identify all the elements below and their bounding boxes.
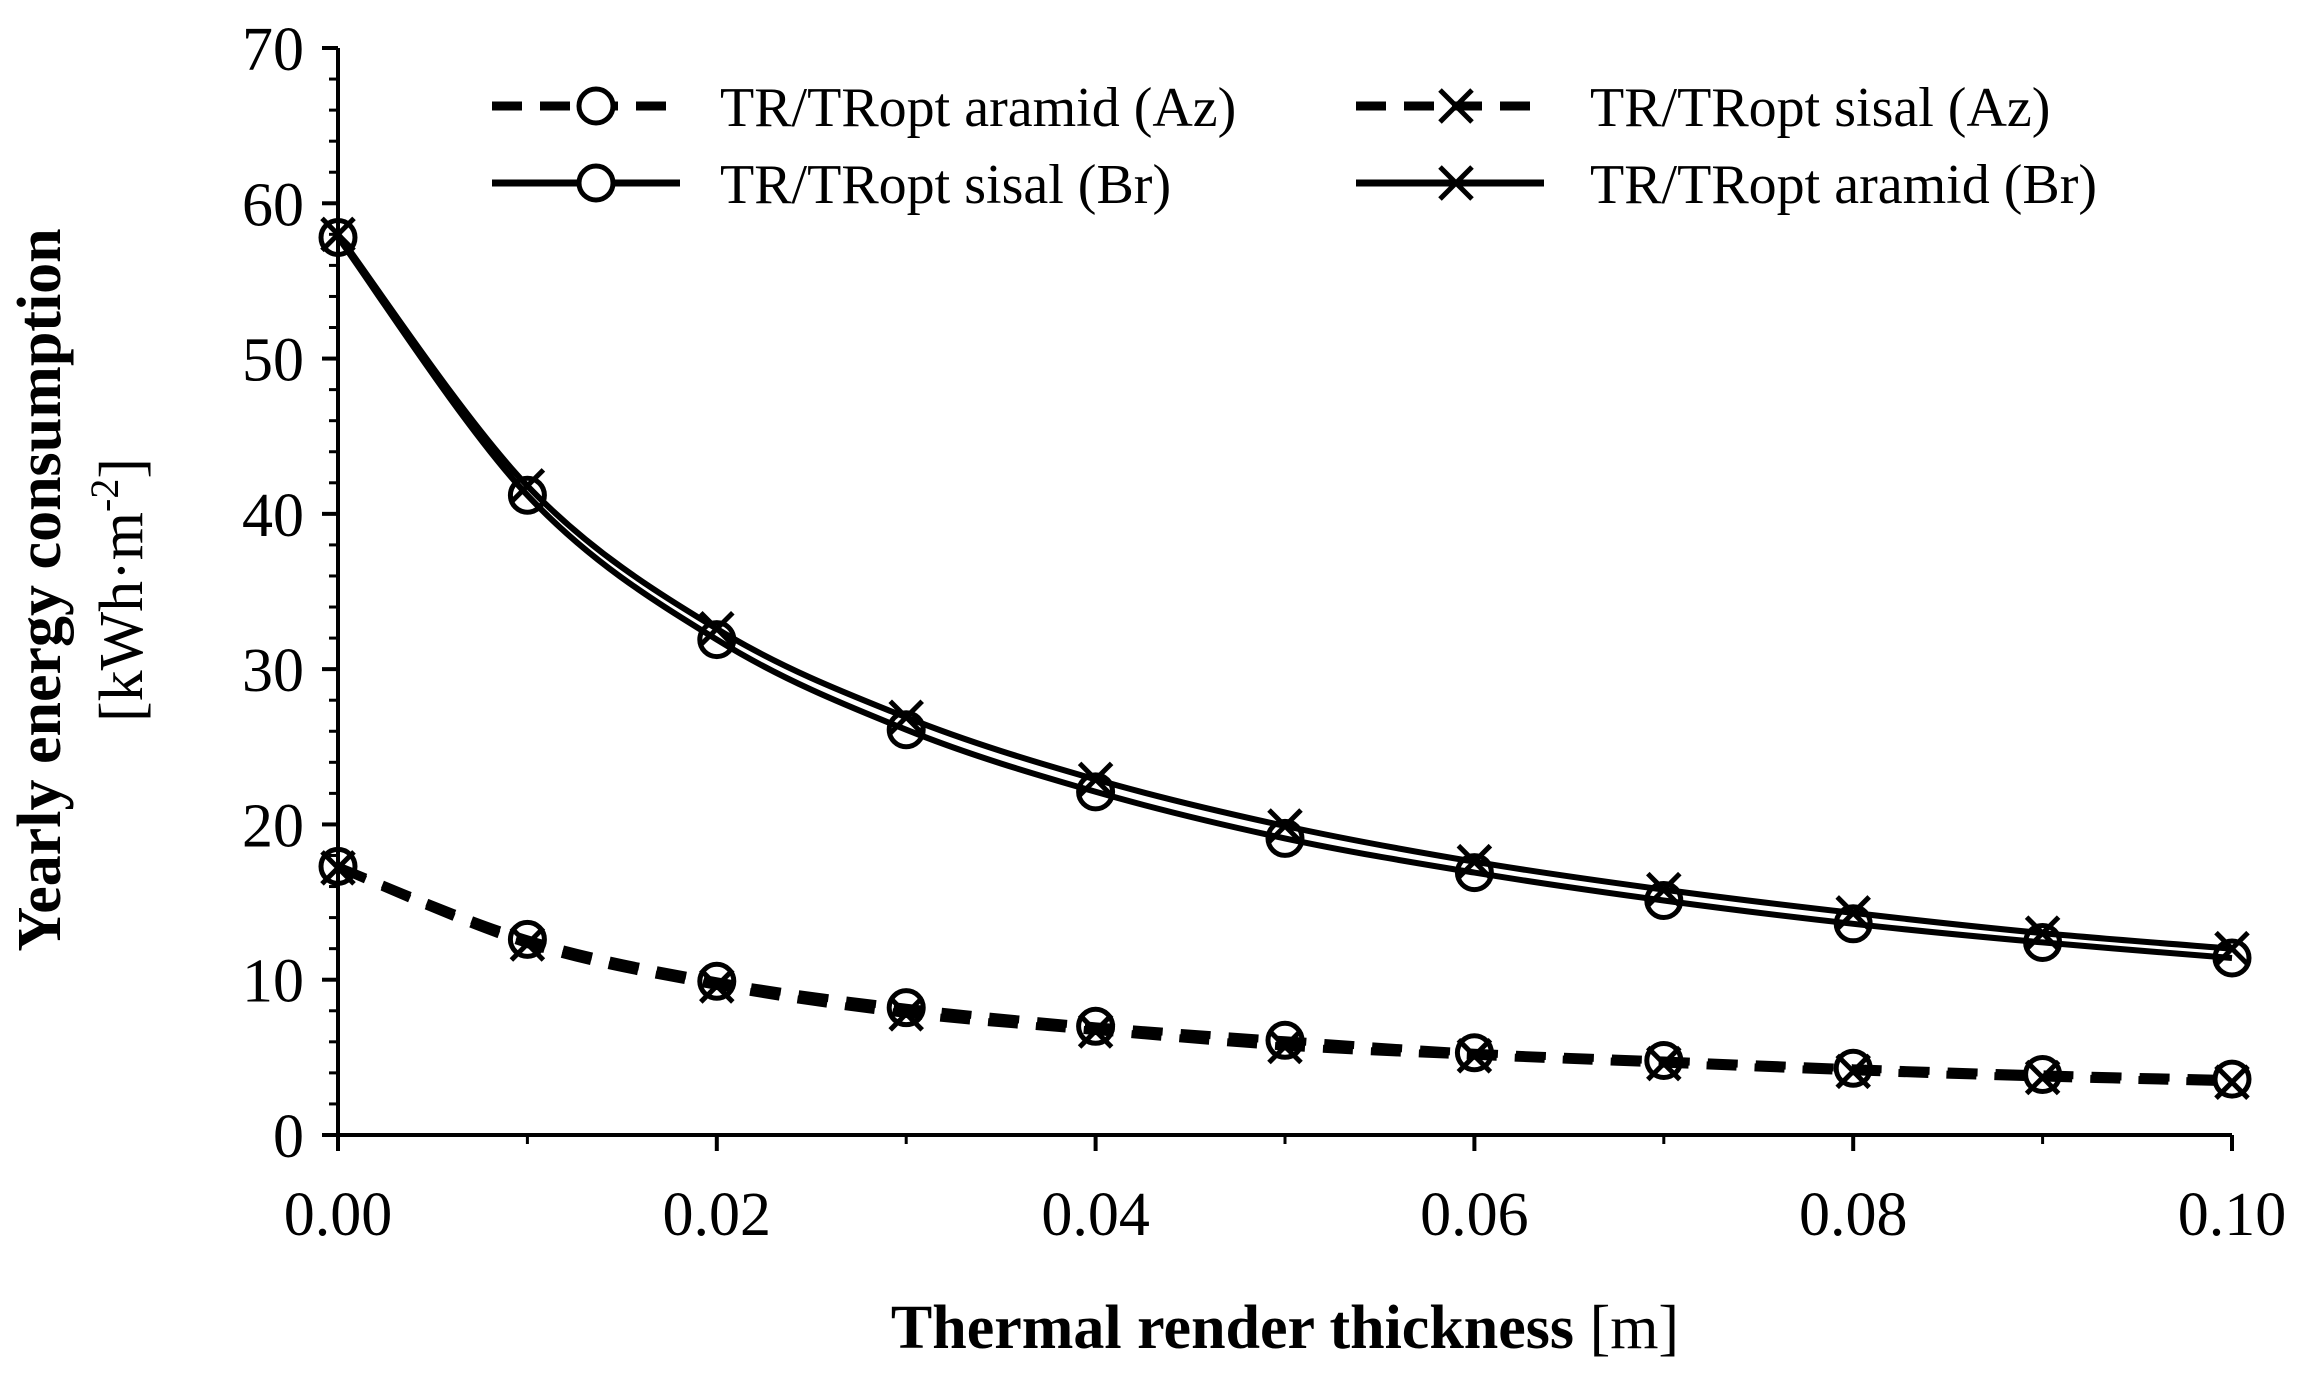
data-point-x [888,996,924,1032]
data-point-circle [507,919,547,959]
legend: TR/TRopt aramid (Az) TR/TRopt sisal (Az)… [492,77,2097,216]
legend-item-sisal-az: TR/TRopt sisal (Az) [1356,77,2050,139]
y-axis-title: Yearly energy consumption [kWh·m-2] [6,228,156,951]
data-point-x [1456,1038,1493,1074]
series-sisal-az [320,850,2250,1100]
y-tick-label: 70 [242,16,304,84]
y-axis-title-line1: Yearly energy consumption [6,228,74,951]
legend-marker-x-icon [1438,88,1474,124]
data-point-circle [318,846,358,886]
y-tick-label: 20 [242,792,304,860]
data-point-x [1456,843,1493,880]
legend-item-aramid-az: TR/TRopt aramid (Az) [492,77,1236,139]
y-tick-label: 60 [242,171,304,239]
data-point-x [1646,871,1682,908]
series-line-aramid-br [335,232,2233,952]
y-tick-label: 0 [273,1103,304,1171]
data-point-x [320,850,356,886]
x-tick-label: 0.00 [284,1181,393,1249]
x-tick-label: 0.08 [1799,1181,1908,1249]
data-point-x [1646,1045,1682,1082]
x-tick-label: 0.10 [2178,1181,2287,1249]
series-layer [318,216,2252,1100]
legend-label-aramid-br: TR/TRopt aramid (Br) [1590,154,2097,216]
data-point-x [2214,1064,2250,1100]
data-point-circle [507,475,547,515]
legend-label-aramid-az: TR/TRopt aramid (Az) [720,77,1236,139]
data-point-circle [697,961,737,1001]
data-point-circle [886,988,926,1028]
data-point-circle [1076,1006,1116,1046]
legend-item-aramid-br: TR/TRopt aramid (Br) [1356,154,2097,216]
data-point-x [1077,1013,1114,1049]
legend-marker-circle-icon [576,86,616,126]
x-axis-title-main: Thermal render thickness [891,1294,1574,1362]
x-axis-title-unit: [m] [1590,1294,1680,1362]
data-point-x [888,699,924,736]
x-ticks: 0.00 0.02 0.04 0.06 0.08 0.10 [284,1135,2287,1249]
data-point-circle [1265,1020,1305,1060]
data-point-x [699,968,735,1004]
data-point-circle [1265,818,1305,858]
data-point-x [1077,761,1114,798]
legend-marker-circle-icon [576,163,616,203]
data-point-circle [318,217,358,257]
y-tick-label: 40 [242,482,304,550]
x-tick-label: 0.04 [1041,1181,1150,1249]
data-point-circle [1833,904,1873,944]
y-ticks: 0 10 20 30 40 50 60 70 [242,16,338,1171]
data-point-x [1835,895,1871,931]
y-tick-label: 10 [242,948,304,1016]
series-sisal-br [318,217,2252,978]
data-point-x [1267,1028,1303,1065]
data-point-x [1267,808,1303,844]
data-point-x [509,926,546,962]
data-point-circle [886,710,926,750]
y-tick-label: 30 [242,637,304,705]
data-point-circle [2212,938,2252,978]
legend-label-sisal-az: TR/TRopt sisal (Az) [1590,77,2050,139]
series-line-sisal-br [335,235,2233,961]
data-point-x [2024,1059,2061,1096]
data-point-circle [1644,881,1684,921]
legend-label-sisal-br: TR/TRopt sisal (Br) [720,154,1171,216]
y-axis-unit-sup: -2 [82,479,127,512]
y-axis-unit-suffix: ] [88,458,156,479]
series-aramid-br [320,216,2250,967]
y-axis-unit-prefix: [kWh·m [88,512,156,722]
data-point-circle [1454,853,1494,893]
data-point-x [509,468,546,504]
data-point-circle [1076,772,1116,812]
data-point-circle [2023,922,2063,962]
data-point-x [699,611,735,647]
legend-marker-x-icon [1438,165,1474,201]
data-point-x [1835,1053,1871,1090]
x-tick-label: 0.06 [1420,1181,1529,1249]
x-tick-label: 0.02 [663,1181,772,1249]
y-tick-label: 50 [242,327,304,395]
y-axis-title-line2: [kWh·m-2] [82,458,156,722]
data-point-x [320,216,356,253]
data-point-x [2214,930,2250,967]
legend-item-sisal-br: TR/TRopt sisal (Br) [492,154,1171,216]
data-point-x [2024,915,2061,951]
x-axis-title: Thermal render thickness [m] [891,1294,1679,1362]
